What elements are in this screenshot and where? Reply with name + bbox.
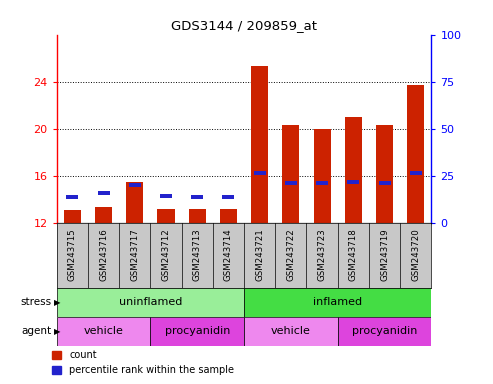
- Legend: count, percentile rank within the sample: count, percentile rank within the sample: [52, 351, 234, 375]
- Bar: [345, 117, 362, 223]
- Bar: [338, 317, 431, 346]
- Bar: [251, 66, 268, 223]
- Bar: [316, 181, 328, 185]
- Bar: [95, 207, 112, 223]
- Text: GSM243722: GSM243722: [286, 228, 295, 281]
- Bar: [150, 317, 244, 346]
- Bar: [66, 195, 78, 199]
- Bar: [220, 209, 237, 223]
- Bar: [282, 125, 299, 223]
- Bar: [57, 317, 150, 346]
- Text: GSM243718: GSM243718: [349, 228, 358, 281]
- Bar: [407, 85, 424, 223]
- Text: ▶: ▶: [54, 298, 61, 307]
- Text: GSM243717: GSM243717: [130, 228, 139, 281]
- Bar: [98, 191, 109, 195]
- Bar: [285, 181, 297, 185]
- Text: agent: agent: [22, 326, 52, 336]
- Bar: [379, 181, 390, 185]
- Bar: [129, 183, 141, 187]
- Bar: [244, 288, 431, 317]
- Bar: [189, 209, 206, 223]
- Bar: [57, 288, 244, 317]
- Title: GDS3144 / 209859_at: GDS3144 / 209859_at: [171, 19, 317, 32]
- Text: GSM243713: GSM243713: [193, 228, 202, 281]
- Text: vehicle: vehicle: [271, 326, 311, 336]
- Text: GSM243721: GSM243721: [255, 228, 264, 281]
- Text: procyanidin: procyanidin: [352, 326, 417, 336]
- Bar: [410, 171, 422, 175]
- Bar: [191, 195, 203, 199]
- Text: ▶: ▶: [54, 327, 61, 336]
- Bar: [314, 129, 331, 223]
- Text: uninflamed: uninflamed: [119, 297, 182, 308]
- Text: GSM243720: GSM243720: [411, 228, 420, 281]
- Bar: [160, 194, 172, 198]
- Bar: [222, 195, 235, 199]
- Text: GSM243723: GSM243723: [317, 228, 326, 281]
- Text: GSM243719: GSM243719: [380, 228, 389, 281]
- Text: vehicle: vehicle: [84, 326, 123, 336]
- Bar: [253, 171, 266, 175]
- Text: GSM243714: GSM243714: [224, 228, 233, 281]
- Text: inflamed: inflamed: [313, 297, 362, 308]
- Bar: [64, 210, 81, 223]
- Bar: [244, 317, 338, 346]
- Text: GSM243712: GSM243712: [162, 228, 171, 281]
- Text: GSM243716: GSM243716: [99, 228, 108, 281]
- Text: procyanidin: procyanidin: [165, 326, 230, 336]
- Bar: [347, 179, 359, 184]
- Bar: [376, 125, 393, 223]
- Bar: [126, 182, 143, 223]
- Bar: [157, 209, 175, 223]
- Text: GSM243715: GSM243715: [68, 228, 77, 281]
- Text: stress: stress: [21, 297, 52, 308]
